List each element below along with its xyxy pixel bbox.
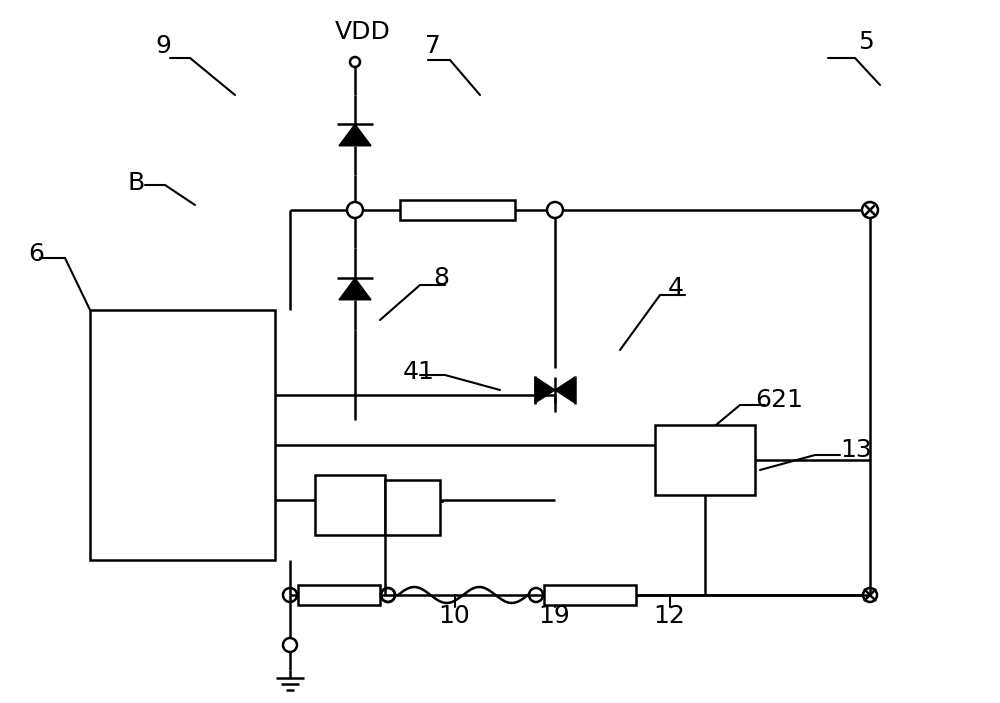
- Text: 12: 12: [653, 604, 685, 628]
- Text: 10: 10: [438, 604, 470, 628]
- Text: 8: 8: [433, 266, 449, 290]
- Text: 7: 7: [425, 34, 441, 58]
- Text: 5: 5: [858, 30, 874, 54]
- Bar: [90, 310, 275, 560]
- Bar: [298, 585, 380, 605]
- Text: 61: 61: [143, 328, 175, 352]
- Polygon shape: [535, 377, 555, 403]
- Text: 13: 13: [840, 438, 872, 462]
- Bar: [385, 480, 440, 535]
- Text: 62: 62: [200, 430, 232, 454]
- Text: 63: 63: [200, 380, 232, 404]
- Polygon shape: [555, 377, 575, 403]
- Text: 621: 621: [755, 388, 803, 412]
- Text: 9: 9: [155, 34, 171, 58]
- Text: 19: 19: [538, 604, 570, 628]
- Bar: [315, 475, 385, 535]
- Polygon shape: [339, 124, 371, 146]
- Text: B: B: [128, 171, 145, 195]
- Text: VDD: VDD: [335, 20, 391, 44]
- Bar: [400, 200, 515, 220]
- Text: 6: 6: [28, 242, 44, 266]
- Polygon shape: [339, 278, 371, 299]
- Bar: [655, 425, 755, 495]
- Text: 4: 4: [668, 276, 684, 300]
- Text: 41: 41: [403, 360, 435, 384]
- Text: 681: 681: [398, 484, 446, 508]
- Bar: [544, 585, 636, 605]
- Text: 68: 68: [200, 486, 232, 510]
